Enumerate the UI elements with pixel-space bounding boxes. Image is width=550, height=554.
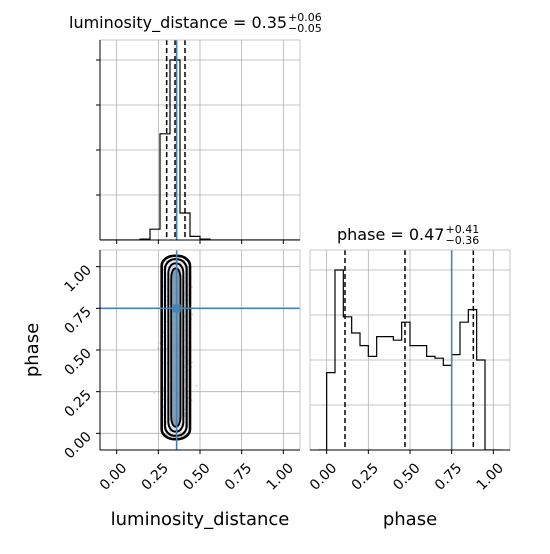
tick-label-phase-y-1: 0.25 bbox=[61, 387, 94, 420]
tick-label-luminosity-distance-x-2: 0.50 bbox=[180, 460, 213, 493]
grid-lines bbox=[100, 40, 510, 450]
x-axis-label-phase: phase bbox=[383, 509, 437, 530]
scatter-2d-group bbox=[100, 250, 300, 450]
title-luminosity-distance-minus: −0.05 bbox=[288, 22, 322, 35]
title-luminosity-distance-main: luminosity_distance = 0.35 bbox=[69, 13, 288, 32]
hist-luminosity-distance-group bbox=[100, 40, 300, 240]
title-luminosity-distance: luminosity_distance = 0.35 +0.06 −0.05 bbox=[69, 12, 322, 34]
data-layer bbox=[100, 40, 502, 450]
scatter-point bbox=[184, 259, 186, 262]
tick-label-luminosity-distance-x-4: 1.00 bbox=[264, 460, 297, 493]
tick-label-phase-y-0: 0.00 bbox=[61, 429, 94, 462]
scatter-point bbox=[195, 384, 198, 387]
x-axis-label-luminosity-distance: luminosity_distance bbox=[111, 509, 290, 530]
title-phase-minus: −0.36 bbox=[445, 234, 480, 247]
tick-label-phase-x-2: 0.50 bbox=[390, 460, 423, 493]
scatter-point bbox=[166, 434, 168, 436]
tick-label-phase-y-2: 0.50 bbox=[61, 346, 94, 379]
hist-phase-steps bbox=[318, 269, 502, 450]
title-phase-plus: +0.41 bbox=[445, 223, 480, 236]
scatter-point bbox=[160, 435, 163, 438]
tick-label-phase-y-4: 1.00 bbox=[61, 262, 94, 295]
tick-label-phase-x-4: 1.00 bbox=[474, 460, 507, 493]
scatter-point bbox=[190, 399, 193, 402]
scatter-point bbox=[191, 361, 193, 364]
scatter-point bbox=[180, 435, 183, 438]
truth-marker bbox=[172, 304, 181, 313]
title-phase: phase = 0.47 +0.41 −0.36 bbox=[337, 224, 479, 246]
title-phase-main: phase = 0.47 bbox=[337, 225, 445, 244]
hist-luminosity-distance-steps bbox=[100, 59, 300, 240]
title-luminosity-distance-plus: +0.06 bbox=[288, 11, 322, 24]
tick-layer: 0.000.000.000.250.250.250.500.500.500.75… bbox=[61, 59, 507, 494]
contour-level-0 bbox=[160, 254, 192, 441]
tick-label-luminosity-distance-x-1: 0.25 bbox=[139, 460, 172, 493]
contour-level-3 bbox=[170, 267, 182, 428]
tick-label-luminosity-distance-x-0: 0.00 bbox=[97, 460, 130, 493]
tick-label-phase-x-1: 0.25 bbox=[349, 460, 382, 493]
tick-label-phase-x-3: 0.75 bbox=[432, 460, 465, 493]
tick-label-phase-y-3: 0.75 bbox=[61, 304, 94, 337]
title-phase-errors: +0.41 −0.36 bbox=[445, 224, 479, 246]
tick-label-phase-x-0: 0.00 bbox=[307, 460, 340, 493]
tick-label-luminosity-distance-x-3: 0.75 bbox=[222, 460, 255, 493]
scatter-point bbox=[157, 347, 160, 350]
title-luminosity-distance-errors: +0.06 −0.05 bbox=[288, 12, 322, 34]
y-axis-label-phase: phase bbox=[22, 323, 43, 377]
scatter-point bbox=[153, 392, 156, 394]
scatter-point bbox=[191, 286, 193, 289]
hist-phase-group bbox=[318, 250, 502, 450]
scatter-point bbox=[191, 313, 194, 316]
